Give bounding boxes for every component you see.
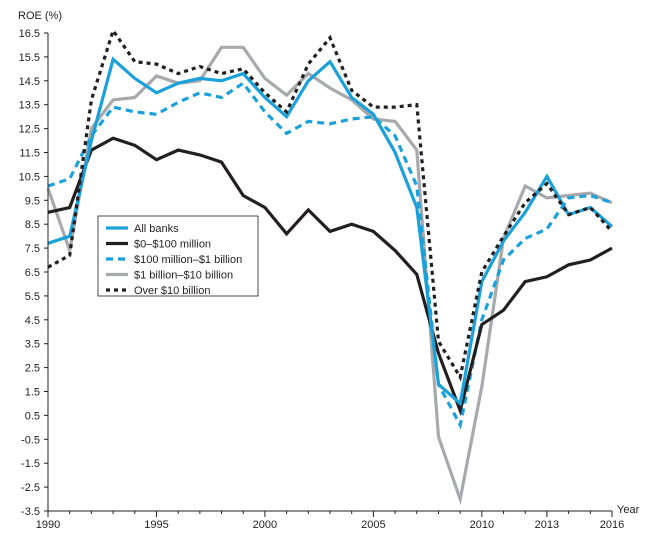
y-tick-label: 13.5 [19, 100, 40, 112]
y-tick-label: 8.5 [25, 219, 40, 231]
x-tick-label: 1995 [144, 519, 168, 531]
y-tick-label: 9.5 [25, 195, 40, 207]
legend-label: $100 million–$1 billion [134, 254, 242, 266]
y-tick-label: 1.5 [25, 387, 40, 399]
y-tick-label: 5.5 [25, 291, 40, 303]
series-line-0 [47, 56, 614, 407]
y-tick-label: 14.5 [19, 76, 40, 88]
series-line-2 [47, 81, 613, 430]
x-ticks: 1990 1995 2000 2005 2010 2013 2016 [36, 511, 624, 531]
y-tick-label: 7.5 [25, 243, 40, 255]
y-tick-label: 11.5 [19, 148, 40, 160]
y-tick-label: -3.5 [21, 506, 40, 518]
x-axis-title: Year [617, 504, 640, 516]
series-line-3 [46, 45, 613, 506]
legend: All banks $0–$100 million $100 million–$1 … [97, 215, 259, 297]
y-tick-label: -0.5 [21, 434, 40, 446]
x-tick-label: 2005 [361, 519, 385, 531]
legend-label: All banks [134, 223, 179, 235]
series-line-4 [47, 27, 614, 382]
x-tick-label: 2010 [470, 519, 494, 531]
legend-label: $1 billion–$10 billion [134, 270, 233, 282]
legend-label: $0–$100 million [134, 239, 211, 251]
y-tick-label: 15.5 [19, 52, 40, 64]
series-line-1 [47, 136, 613, 416]
x-tick-label: 2013 [535, 519, 559, 531]
x-tick-label: 1990 [36, 519, 60, 531]
y-tick-label: 6.5 [25, 267, 40, 279]
y-tick-label: 10.5 [19, 171, 40, 183]
y-tick-label: 12.5 [19, 124, 40, 136]
y-tick-label: 4.5 [25, 315, 40, 327]
y-tick-label: -2.5 [21, 482, 40, 494]
y-ticks: 16.5 15.5 14.5 13.5 12.5 11.5 10.5 9.5 8.5 7.5 6.5… [19, 28, 48, 518]
plot-lines [46, 27, 614, 506]
x-tick-label: 2016 [600, 519, 624, 531]
y-axis-title: ROE (%) [18, 10, 62, 22]
x-tick-label: 2000 [253, 519, 277, 531]
y-tick-label: 0.5 [25, 410, 40, 422]
y-tick-label: 16.5 [19, 28, 40, 40]
y-tick-label: 2.5 [25, 363, 40, 375]
y-tick-label: 3.5 [25, 339, 40, 351]
y-tick-label: -1.5 [21, 458, 40, 470]
legend-label: Over $10 billion [134, 285, 210, 297]
